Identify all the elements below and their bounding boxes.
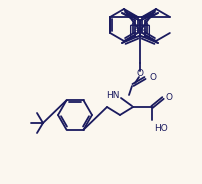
Text: HO: HO [154,124,168,133]
Text: O: O [149,72,156,82]
Text: O: O [137,70,143,79]
Text: HN: HN [106,91,120,100]
Text: O: O [166,93,173,102]
FancyBboxPatch shape [131,25,149,37]
Text: 9Hs: 9Hs [133,28,147,34]
